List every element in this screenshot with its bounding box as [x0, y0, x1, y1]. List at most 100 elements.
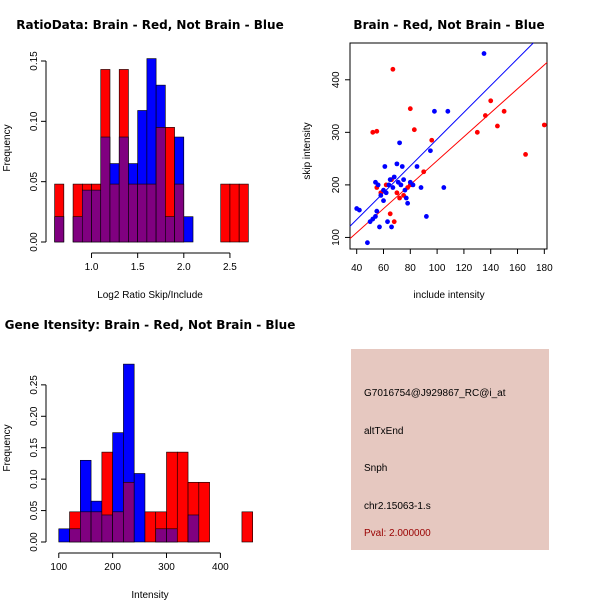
ratio-bar-overlap-11	[155, 127, 166, 243]
gene-intensity-histogram-panel: Gene Itensity: Brain - Red, Not Brain - …	[2, 318, 296, 601]
scatter-point-red-0	[370, 129, 376, 135]
scatter-point-red-1	[374, 128, 380, 134]
ratio-bar-overlap-12	[165, 216, 175, 243]
regression-line-red	[349, 62, 548, 239]
scatter-point-blue-17	[390, 185, 396, 190]
scatter-point-blue-7	[377, 224, 382, 230]
scatter-point-blue-34	[432, 108, 437, 114]
scatter-y-tick-label-3: 400	[331, 71, 342, 88]
pval-text: Pval: 2.000000	[364, 528, 431, 539]
gene-x-tick-label-0: 100	[50, 562, 67, 573]
gene-y-tick-label-0: 0.00	[29, 532, 40, 552]
scatter-x-tick-label-0: 40	[351, 263, 363, 274]
gene-y-tick-label-3: 0.15	[29, 438, 40, 458]
scatter-y-tick-label-0: 100	[331, 229, 342, 246]
ratio-chart-title: RatioData: Brain - Red, Not Brain - Blue	[16, 18, 283, 32]
scatter-point-blue-11	[382, 164, 388, 169]
scatter-point-red-18	[394, 190, 400, 196]
ratio-y-tick-label-0: 0.00	[29, 232, 40, 252]
scatter-point-blue-19	[394, 161, 400, 167]
ratio-histogram-panel: RatioData: Brain - Red, Not Brain - Blue…	[2, 18, 284, 301]
gene-bar-overlap-3	[90, 511, 103, 543]
gene-chart-title: Gene Itensity: Brain - Red, Not Brain - …	[5, 318, 296, 332]
scatter-point-blue-24	[401, 177, 407, 183]
scatter-point-blue-27	[405, 200, 411, 206]
gene-bar-overlap-12	[187, 514, 200, 543]
scatter-x-tick-label-4: 120	[456, 263, 473, 274]
gene-name-text: Snph	[364, 463, 387, 474]
scatter-point-red-5	[429, 137, 435, 143]
ratio-y-axis-label: Frequency	[2, 124, 13, 171]
scatter-point-red-24	[387, 211, 393, 217]
ratio-bars	[54, 58, 249, 243]
scatter-x-tick-label-6: 160	[509, 263, 526, 274]
scatter-point-blue-26	[403, 195, 409, 201]
ratio-bar-brain-18	[220, 183, 231, 243]
scatter-point-red-12	[541, 122, 547, 128]
scatter-point-blue-10	[381, 198, 386, 204]
scatter-point-blue-2	[365, 240, 370, 246]
ratio-bar-overlap-2	[72, 216, 83, 243]
scatter-point-red-10	[501, 108, 507, 114]
ratio-bar-overlap-5	[100, 136, 111, 243]
scatter-point-blue-5	[373, 214, 378, 219]
ratio-bar-not-brain-14	[183, 216, 194, 243]
scatter-point-blue-30	[414, 164, 420, 169]
scatter-point-red-11	[523, 152, 528, 157]
scatter-x-tick-label-1: 60	[378, 263, 390, 274]
gene-bar-brain-8	[144, 511, 157, 543]
scatter-point-blue-25	[402, 187, 408, 193]
scatter-x-tick-label-5: 140	[482, 263, 499, 274]
gene-x-tick-label-3: 400	[212, 562, 229, 573]
gene-bar-not-brain-7	[133, 473, 146, 543]
scatter-point-blue-32	[423, 214, 429, 219]
gene-x-axis-label: Intensity	[131, 590, 168, 600]
gene-bar-overlap-6	[123, 481, 135, 543]
scatter-point-red-3	[407, 106, 413, 112]
gene-bar-overlap-1	[69, 528, 81, 543]
gene-bar-overlap-5	[112, 511, 124, 543]
ratio-bar-overlap-8	[128, 183, 138, 243]
scatter-point-blue-23	[399, 164, 405, 169]
scatter-axes: 40 60 80 100 120 140 160 180 100 200 300 400	[331, 71, 553, 274]
gene-bar-overlap-9	[155, 528, 167, 543]
ratio-y-tick-label-1: 0.05	[29, 171, 40, 191]
ratio-bar-brain-19	[229, 183, 240, 243]
scatter-point-blue-16	[389, 224, 394, 230]
scatter-point-red-2	[390, 66, 396, 72]
scatter-point-blue-22	[398, 182, 404, 188]
gene-y-tick-label-1: 0.05	[29, 500, 40, 520]
gene-bars	[58, 363, 253, 543]
scatter-point-blue-12	[383, 190, 389, 196]
ratio-bar-overlap-10	[146, 183, 157, 243]
gene-y-axis-label: Frequency	[2, 424, 13, 471]
scatter-y-tick-label-2: 300	[331, 124, 342, 141]
scatter-point-blue-33	[428, 148, 433, 154]
ratio-x-tick-label-3: 2.5	[223, 262, 237, 273]
ratio-bar-overlap-7	[118, 136, 129, 243]
scatter-plot-box	[349, 42, 548, 250]
ratio-x-tick-label-1: 1.5	[131, 262, 145, 273]
scatter-x-tick-label-2: 80	[405, 263, 417, 274]
gene-y-tick-label-4: 0.20	[29, 406, 40, 426]
scatter-points	[354, 51, 547, 246]
scatter-point-blue-29	[410, 182, 416, 188]
ratio-bar-overlap-0	[54, 216, 65, 243]
scatter-point-red-19	[397, 195, 402, 201]
ratio-x-axis-label: Log2 Ratio Skip/Include	[97, 290, 203, 301]
scatter-point-red-23	[421, 169, 427, 175]
ratio-bar-overlap-13	[174, 183, 185, 243]
scatter-point-red-8	[488, 98, 494, 104]
ratio-bar-overlap-3	[81, 189, 92, 243]
scatter-point-blue-1	[356, 207, 362, 213]
gene-bar-brain-17	[241, 511, 253, 543]
ratio-axes: 1.0 1.5 2.0 2.5 0.00 0.05 0.10 0.15	[29, 51, 237, 273]
gene-bar-overlap-2	[80, 511, 92, 543]
scatter-point-blue-18	[391, 174, 397, 180]
scatter-point-red-4	[411, 127, 417, 133]
gene-bar-not-brain-0	[58, 528, 70, 543]
scatter-point-blue-31	[418, 185, 424, 190]
scatter-point-blue-8	[378, 192, 384, 198]
info-panel-background	[351, 349, 549, 550]
scatter-point-blue-39	[375, 182, 381, 188]
